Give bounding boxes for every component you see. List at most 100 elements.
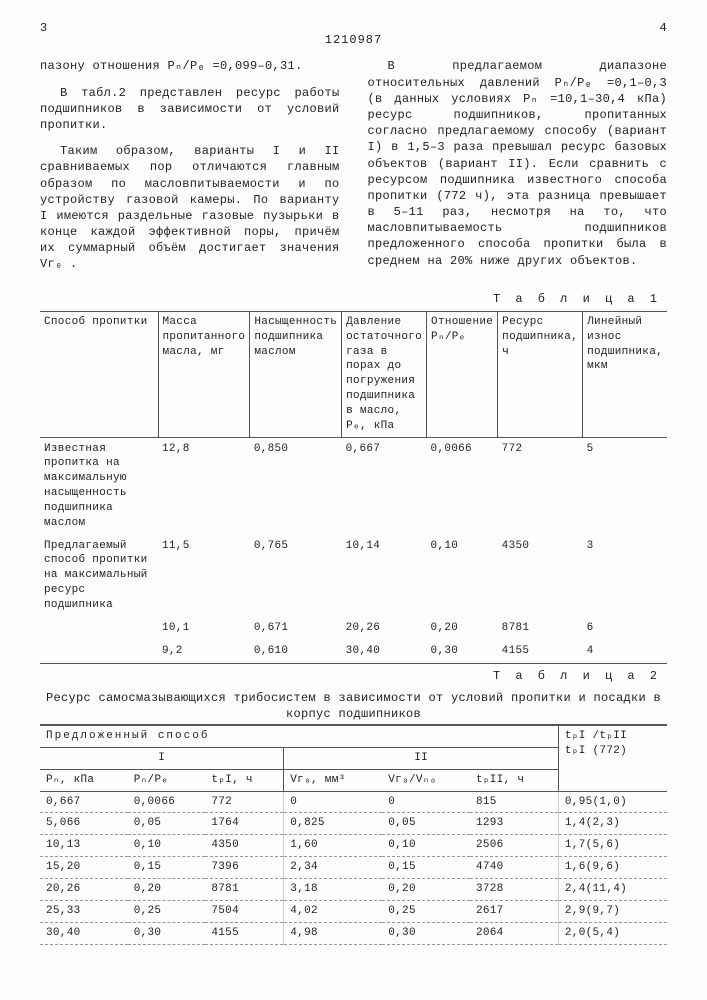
t2-cell: 0 [284, 791, 382, 813]
t2-cell: 0,30 [128, 922, 206, 944]
t1-cell: 0,0066 [427, 437, 498, 535]
t1-cell: 4155 [498, 640, 583, 663]
t2-sh3: Vг₀, мм³ [284, 769, 382, 791]
table-row: 5,0660,0517640,8250,0512931,4(2,3) [40, 813, 667, 835]
t1-cell: 4350 [498, 535, 583, 617]
left-column: пазону отношения Pₙ/Pₑ =0,099–0,31. В та… [40, 58, 340, 282]
table-1: Способ пропитки Масса пропитанного масла… [40, 311, 667, 663]
t2-cell: 815 [470, 791, 558, 813]
t2-sh5: tₚII, ч [470, 769, 558, 791]
table2-caption: Ресурс самосмазывающихся трибосистем в з… [40, 690, 667, 722]
t2-cell: 30,40 [40, 922, 128, 944]
t2-cell: 0,10 [128, 835, 206, 857]
t2-cell: 1764 [205, 813, 283, 835]
t2-cell: 0 [382, 791, 470, 813]
t1-h1: Масса пропитанного масла, мг [158, 311, 250, 437]
t1-cell: 12,8 [158, 437, 250, 535]
t1-cell: 0,765 [250, 535, 342, 617]
t2-cell: 2,0(5,4) [558, 922, 667, 944]
t2-cell: 7396 [205, 857, 283, 879]
t2-cell: 772 [205, 791, 283, 813]
t2-cell: 2,4(11,4) [558, 879, 667, 901]
table-row: 9,20,61030,400,3041554 [40, 640, 667, 663]
t1-cell: 4 [583, 640, 667, 663]
t2-cell: 1,4(2,3) [558, 813, 667, 835]
t1-row-label: Известная пропитка на максимальную насыщ… [40, 437, 158, 535]
t1-cell: 5 [583, 437, 667, 535]
t1-h3: Давление остаточного газа в порах до пог… [342, 311, 427, 437]
t2-cell: 1,6(9,6) [558, 857, 667, 879]
t2-cell: 2,9(9,7) [558, 900, 667, 922]
t2-group-i: I [40, 747, 284, 769]
t2-cell: 0,25 [382, 900, 470, 922]
t1-cell: 9,2 [158, 640, 250, 663]
table2-title: Т а б л и ц а 2 [40, 668, 661, 684]
table1-title: Т а б л и ц а 1 [40, 291, 661, 307]
t1-cell: 10,1 [158, 617, 250, 640]
t2-cell: 8781 [205, 879, 283, 901]
t2-cell: 0,05 [128, 813, 206, 835]
t1-h2: Насыщенность подшипника маслом [250, 311, 342, 437]
t2-cell: 0,15 [128, 857, 206, 879]
t2-cell: 2,34 [284, 857, 382, 879]
t2-cell: 1,7(5,6) [558, 835, 667, 857]
t2-cell: 10,13 [40, 835, 128, 857]
t2-sh0: Pₙ, кПа [40, 769, 128, 791]
table-row: Предлагаемый способ пропитки на максимал… [40, 535, 667, 617]
t1-cell: 10,14 [342, 535, 427, 617]
left-para-2: В табл.2 представлен ресурс работы подши… [40, 85, 340, 134]
t2-cell: 4,02 [284, 900, 382, 922]
t2-group-ii: II [284, 747, 559, 769]
table-row: 0,6670,0066772008150,95(1,0) [40, 791, 667, 813]
t2-cell: 4350 [205, 835, 283, 857]
t1-h4: Отношение Pₙ/Pₑ [427, 311, 498, 437]
left-para-1: пазону отношения Pₙ/Pₑ =0,099–0,31. [40, 58, 340, 74]
t1-cell: 8781 [498, 617, 583, 640]
t2-cell: 15,20 [40, 857, 128, 879]
table-row: 10,130,1043501,600,1025061,7(5,6) [40, 835, 667, 857]
t2-cell: 3,18 [284, 879, 382, 901]
t1-cell: 0,850 [250, 437, 342, 535]
t1-cell: 20,26 [342, 617, 427, 640]
t1-h0: Способ пропитки [40, 311, 158, 437]
t2-cell: 4740 [470, 857, 558, 879]
t2-cell: 4,98 [284, 922, 382, 944]
t2-cell: 0,667 [40, 791, 128, 813]
table-row: 10,10,67120,260,2087816 [40, 617, 667, 640]
t2-cell: 0,825 [284, 813, 382, 835]
t2-cell: 1,60 [284, 835, 382, 857]
body-text-columns: пазону отношения Pₙ/Pₑ =0,099–0,31. В та… [40, 58, 667, 282]
t2-cell: 2617 [470, 900, 558, 922]
t1-cell: 0,667 [342, 437, 427, 535]
t2-cell: 4155 [205, 922, 283, 944]
t1-row-label [40, 640, 158, 663]
document-id: 1210987 [40, 32, 667, 48]
table-row: 15,200,1573962,340,1547401,6(9,6) [40, 857, 667, 879]
t2-group-header: Предложенный способ [40, 726, 558, 748]
t1-row-label [40, 617, 158, 640]
t1-cell: 0,10 [427, 535, 498, 617]
left-para-3: Таким образом, варианты I и II сравнивае… [40, 143, 340, 273]
t1-row-label: Предлагаемый способ пропитки на максимал… [40, 535, 158, 617]
t2-cell: 0,25 [128, 900, 206, 922]
t1-cell: 772 [498, 437, 583, 535]
table-row: 30,400,3041554,980,3020642,0(5,4) [40, 922, 667, 944]
t1-cell: 0,610 [250, 640, 342, 663]
table-2: Предложенный способ tₚI /tₚII tₚI (772) … [40, 725, 667, 944]
t1-cell: 30,40 [342, 640, 427, 663]
page-num-left: 3 [40, 20, 48, 36]
t2-right-head: tₚI /tₚII tₚI (772) [558, 726, 667, 792]
t2-sh2: tₚI, ч [205, 769, 283, 791]
t2-cell: 2506 [470, 835, 558, 857]
t2-cell: 5,066 [40, 813, 128, 835]
t2-cell: 20,26 [40, 879, 128, 901]
t2-cell: 0,0066 [128, 791, 206, 813]
t1-cell: 0,30 [427, 640, 498, 663]
t2-sh4: Vг₀/Vₙ₀ [382, 769, 470, 791]
right-column: В предлагаемом диапазоне относительных д… [368, 58, 668, 282]
t1-h6: Линейный износ подшипника, мкм [583, 311, 667, 437]
t2-sh1: Pₙ/Pₑ [128, 769, 206, 791]
t2-cell: 3728 [470, 879, 558, 901]
t1-h5: Ресурс подшипника, ч [498, 311, 583, 437]
t1-cell: 6 [583, 617, 667, 640]
